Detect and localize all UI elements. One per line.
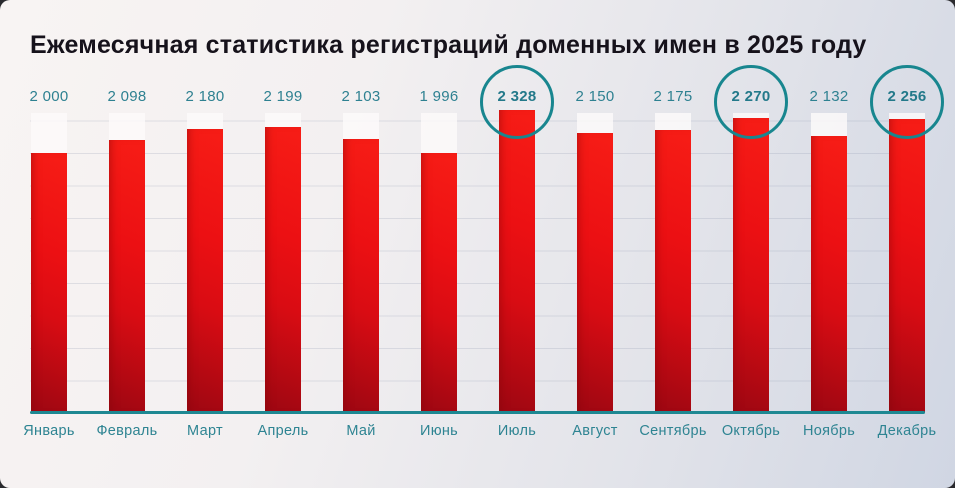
chart-title: Ежемесячная статистика регистраций домен… bbox=[30, 31, 867, 59]
month-label: Март bbox=[187, 423, 223, 439]
value-label: 2 180 bbox=[185, 88, 225, 105]
bar-2 bbox=[109, 140, 145, 413]
value-label: 2 132 bbox=[809, 88, 849, 105]
bar-3 bbox=[187, 129, 223, 413]
bar-4 bbox=[265, 127, 301, 413]
month-label: Июнь bbox=[419, 423, 459, 439]
month-label: Февраль bbox=[96, 423, 158, 439]
month-label: Август bbox=[572, 423, 618, 439]
month-label: Ноябрь bbox=[802, 423, 856, 439]
plot-area bbox=[30, 113, 925, 413]
month-label: Декабрь bbox=[877, 423, 937, 439]
highlight-circle bbox=[714, 65, 788, 139]
month-label: Октябрь bbox=[721, 423, 781, 439]
bar-1 bbox=[31, 153, 67, 413]
value-label: 1 996 bbox=[419, 88, 459, 105]
x-axis-line bbox=[30, 411, 925, 414]
bar-7 bbox=[499, 110, 535, 413]
value-label: 2 098 bbox=[107, 88, 147, 105]
bar-6 bbox=[421, 153, 457, 413]
bar-9 bbox=[655, 130, 691, 413]
month-label: Сентябрь bbox=[639, 423, 707, 439]
month-label: Май bbox=[346, 423, 376, 439]
month-label: Апрель bbox=[257, 423, 309, 439]
month-label: Январь bbox=[23, 423, 75, 439]
bar-10 bbox=[733, 118, 769, 413]
value-label: 2 150 bbox=[575, 88, 615, 105]
value-label: 2 175 bbox=[653, 88, 693, 105]
value-label: 2 000 bbox=[29, 88, 69, 105]
value-label: 2 103 bbox=[341, 88, 381, 105]
bar-8 bbox=[577, 133, 613, 413]
highlight-circle bbox=[870, 65, 944, 139]
month-label: Июль bbox=[497, 423, 537, 439]
bar-5 bbox=[343, 139, 379, 413]
highlight-circle bbox=[480, 65, 554, 139]
bar-12 bbox=[889, 119, 925, 413]
value-label: 2 199 bbox=[263, 88, 303, 105]
bar-11 bbox=[811, 136, 847, 413]
